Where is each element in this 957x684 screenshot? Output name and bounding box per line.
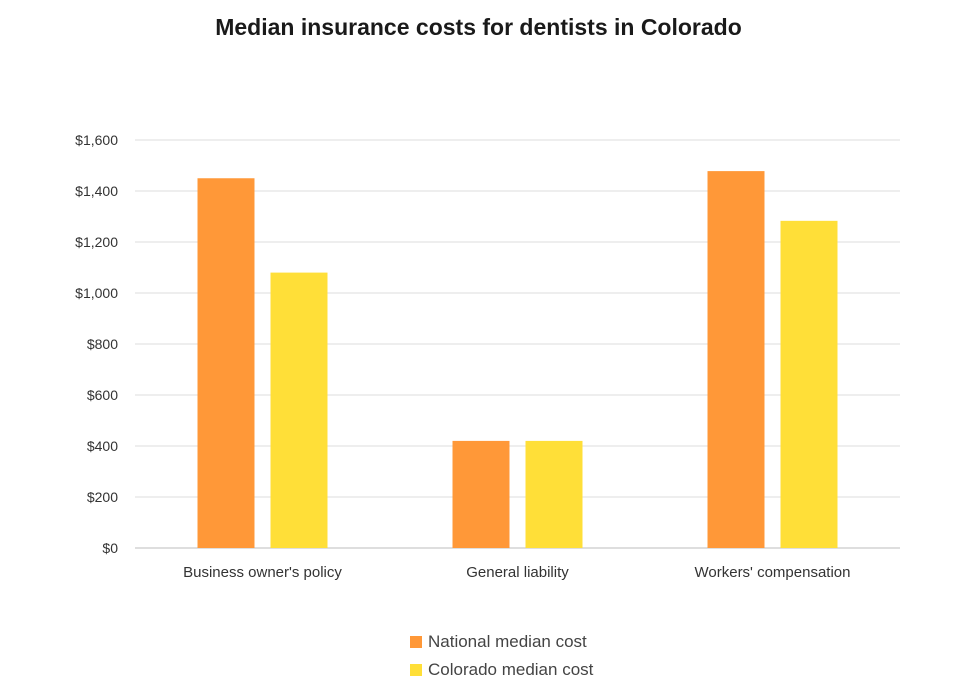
bar-colorado-0[interactable] [270,272,328,548]
y-axis-ticks: $0 $200 $400 $600 $800 $1,000 $1,200 $1,400 $1,6… [75,132,118,556]
y-tick-label: $400 [87,438,118,454]
legend-item-national[interactable]: National median cost [410,628,593,656]
bars [197,171,838,549]
legend-swatch-colorado [410,664,422,676]
x-category-label: Business owner's policy [183,564,342,581]
legend-item-colorado[interactable]: Colorado median cost [410,656,593,684]
bar-colorado-2[interactable] [780,220,838,548]
y-tick-label: $1,400 [75,183,118,199]
y-tick-label: $800 [87,336,118,352]
legend-label-national: National median cost [428,632,587,651]
y-tick-label: $600 [87,387,118,403]
gridlines [135,139,900,549]
x-axis-categories: Business owner's policy General liability… [183,564,850,581]
y-tick-label: $0 [102,540,118,556]
y-tick-label: $1,000 [75,285,118,301]
y-tick-label: $200 [87,489,118,505]
y-tick-label: $1,200 [75,234,118,250]
bar-colorado-1[interactable] [525,440,583,548]
y-tick-label: $1,600 [75,132,118,148]
x-category-label: Workers' compensation [695,564,851,581]
legend-swatch-national [410,636,422,648]
chart-title: Median insurance costs for dentists in C… [215,14,742,40]
x-category-label: General liability [466,564,569,581]
legend: National median cost Colorado median cos… [410,628,593,684]
bar-national-1[interactable] [452,440,510,548]
bar-national-2[interactable] [707,171,765,549]
bar-national-0[interactable] [197,178,255,548]
legend-label-colorado: Colorado median cost [428,660,594,679]
